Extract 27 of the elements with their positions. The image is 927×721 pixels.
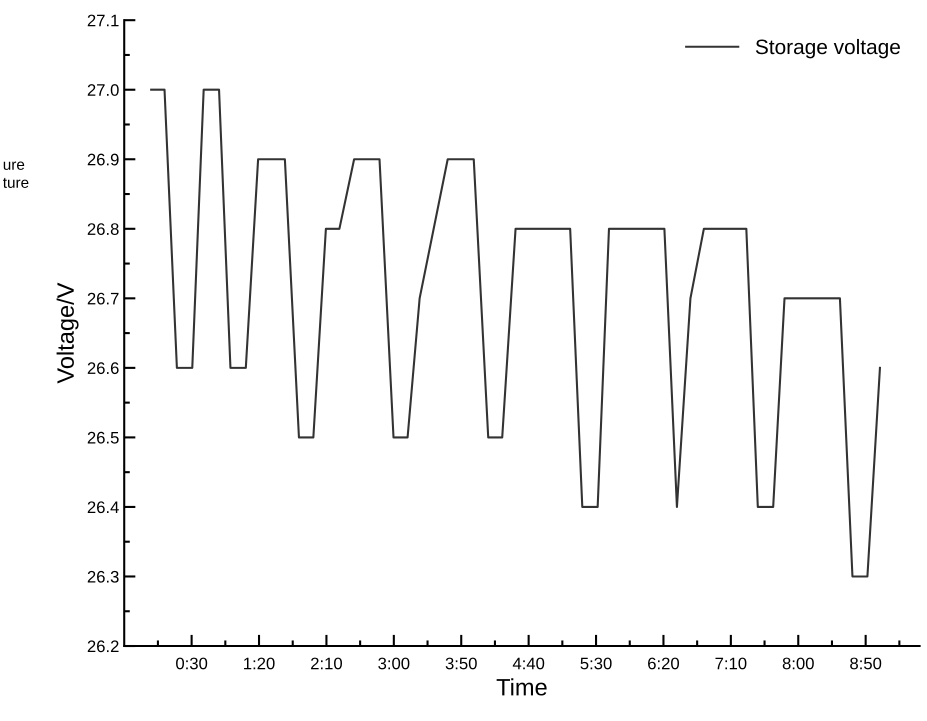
x-tick-label: 4:40 bbox=[512, 658, 544, 670]
y-tick-label: 26.8 bbox=[88, 223, 119, 235]
y-tick-label: 26.5 bbox=[88, 432, 119, 444]
x-tick-label: 7:10 bbox=[715, 658, 746, 670]
x-tick-label: 3:00 bbox=[378, 658, 410, 670]
x-tick-label: 2:10 bbox=[311, 658, 342, 670]
y-tick-label: 26.2 bbox=[88, 640, 119, 652]
x-tick-label: 0:30 bbox=[176, 658, 208, 670]
y-tick-label: 27.1 bbox=[88, 14, 119, 26]
y-tick-label: 26.7 bbox=[88, 292, 119, 305]
y-tick-label: 26.6 bbox=[88, 362, 119, 374]
x-tick-label: 8:50 bbox=[850, 658, 882, 670]
x-tick-label: 5:30 bbox=[580, 658, 612, 670]
text: ure bbox=[4, 162, 24, 170]
y-tick-label: 26.4 bbox=[88, 501, 119, 514]
y-tick-label: 26.3 bbox=[88, 570, 119, 583]
x-tick-label: 8:00 bbox=[782, 658, 814, 670]
text: ture bbox=[3, 178, 28, 188]
y-tick-label: 27.0 bbox=[88, 84, 119, 96]
legend-label: Storage voltage bbox=[756, 38, 900, 58]
x-tick-label: 3:50 bbox=[446, 658, 477, 670]
x-tick-label: 6:20 bbox=[648, 658, 680, 670]
x-tick-label: 1:20 bbox=[244, 658, 275, 670]
y-axis-title: Voltage/V bbox=[56, 282, 79, 384]
x-axis-title: Time bbox=[496, 678, 547, 696]
line-series bbox=[150, 88, 881, 578]
y-tick-label: 26.9 bbox=[88, 154, 119, 166]
